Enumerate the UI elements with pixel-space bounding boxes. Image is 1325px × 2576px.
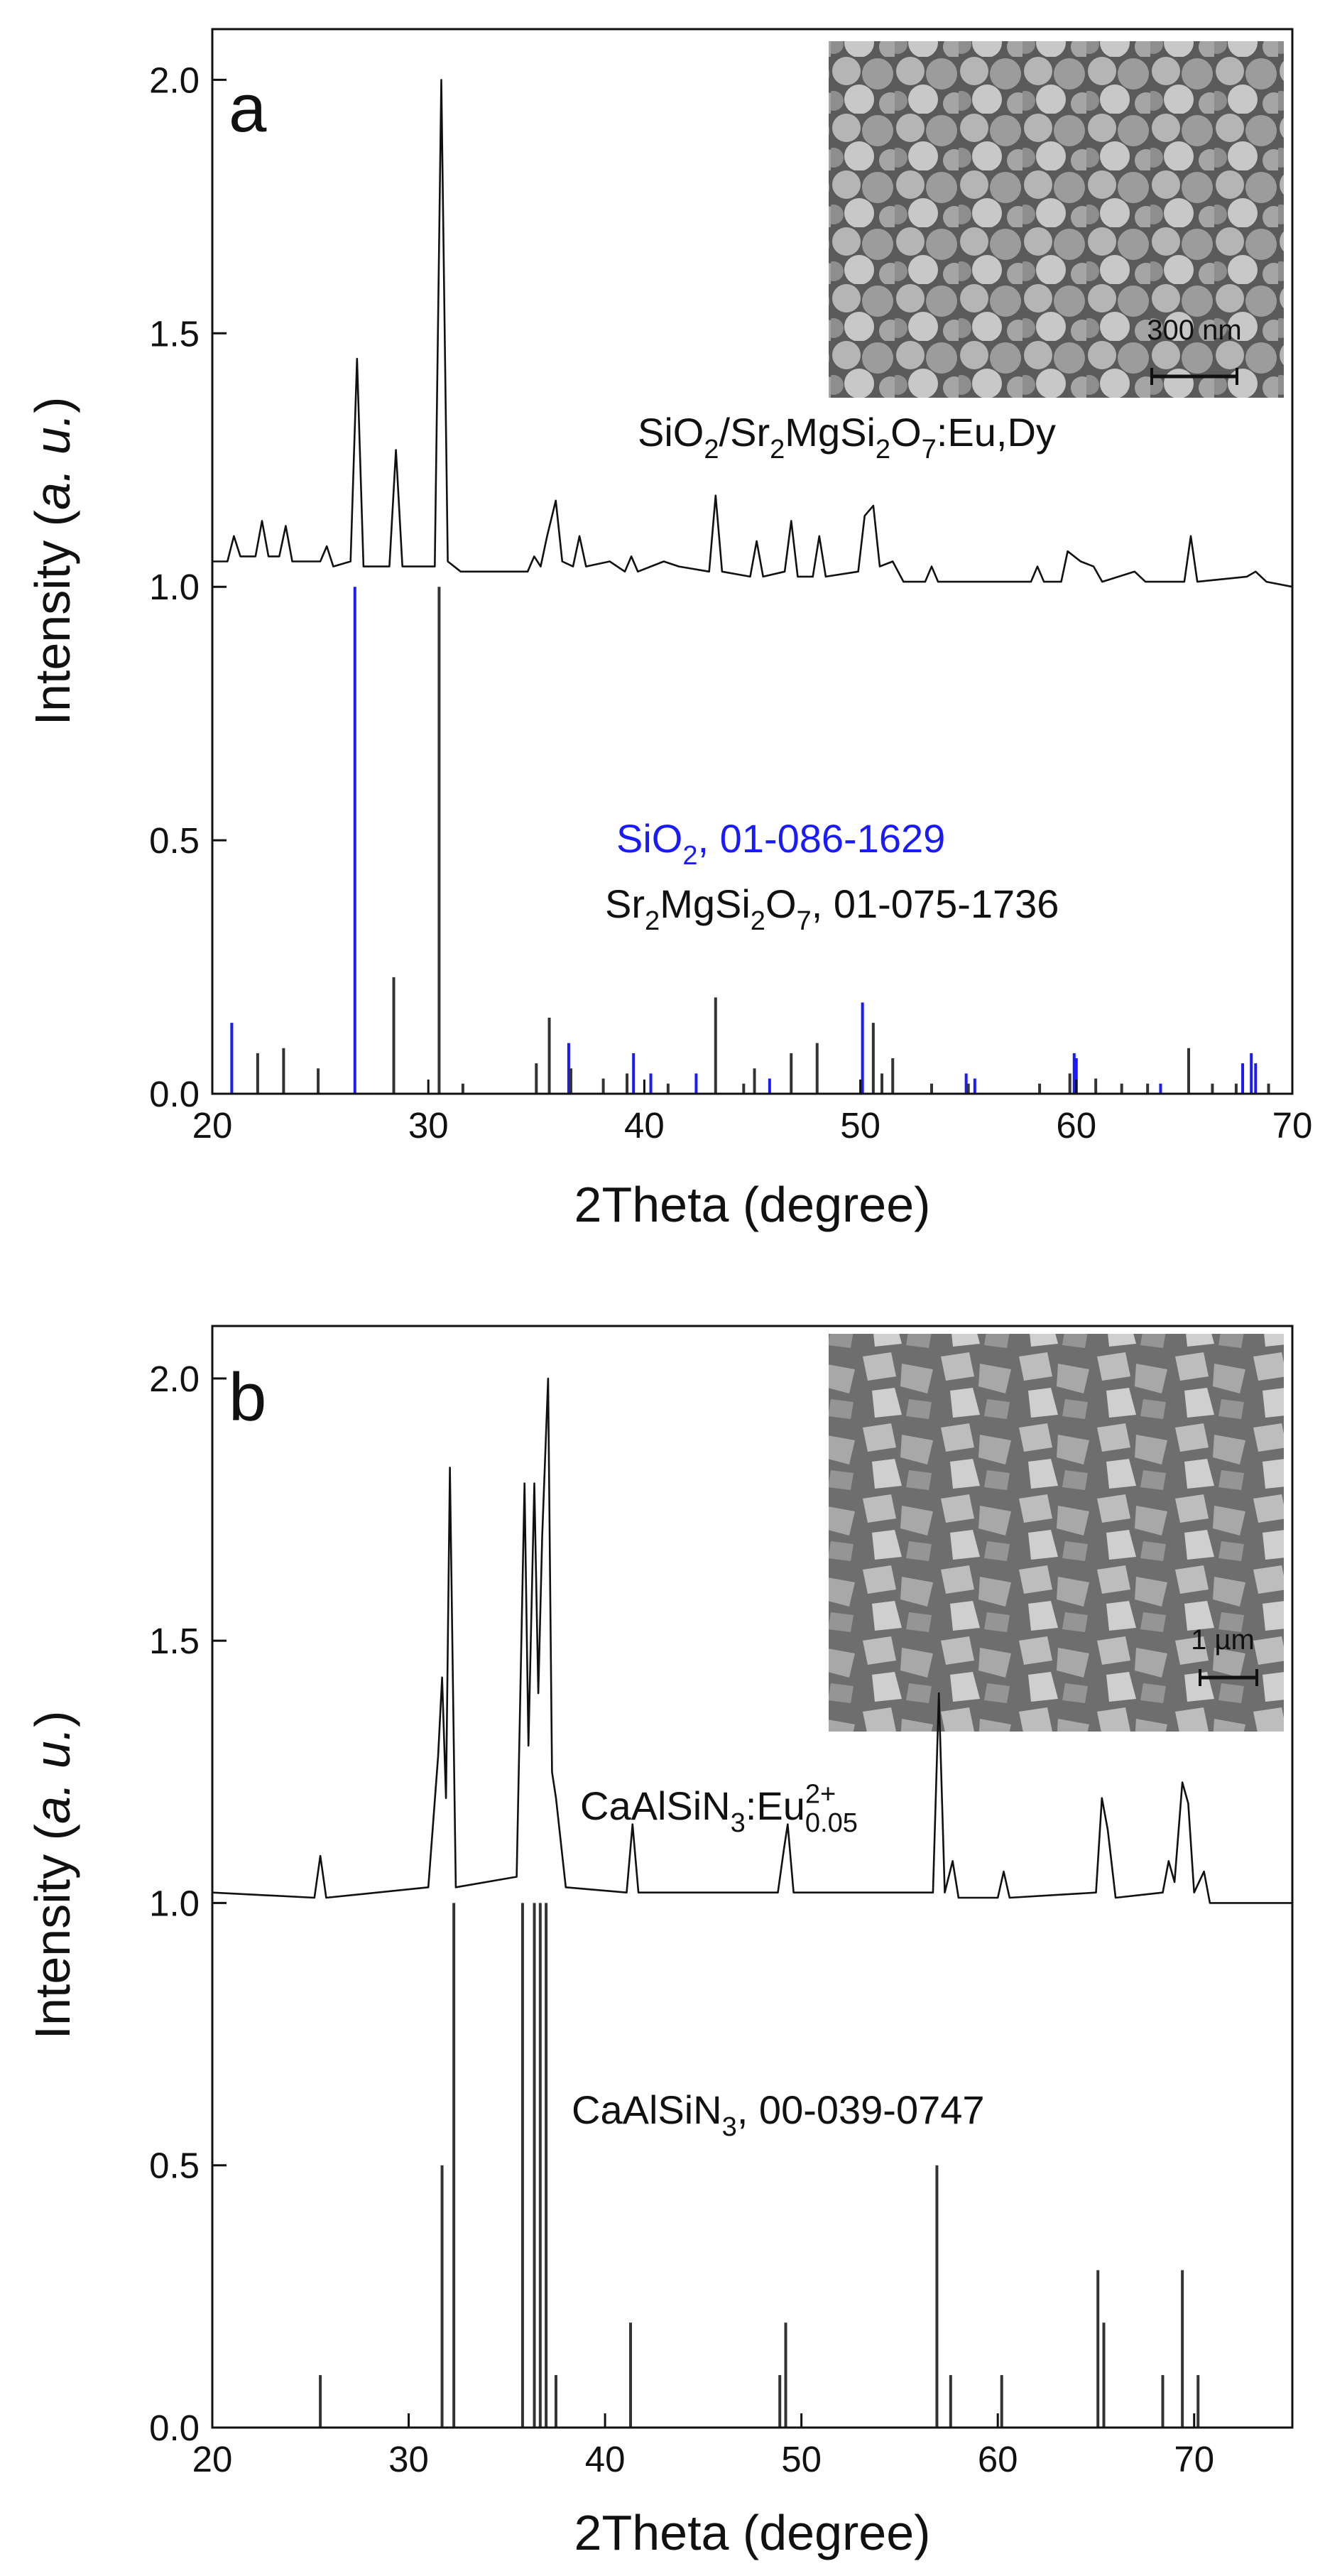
text-part: MgSi <box>785 410 876 455</box>
annotation: Sr2MgSi2O7, 01-075-1736 <box>605 881 1059 936</box>
text-part: , 01-086-1629 <box>698 816 946 861</box>
scale-bar-label: 1 µm <box>1191 1624 1255 1656</box>
scale-bar-label: 300 nm <box>1147 315 1241 346</box>
panel: 300 nm 20 30 40 50 60 70 0.0 0.5 1.0 1.5 2.0 2Theta … <box>25 28 1313 1232</box>
y-tick-label: 0.5 <box>149 820 200 861</box>
x-tick-label: 50 <box>840 1105 880 1146</box>
text-part: 2 <box>682 841 697 871</box>
x-tick-label: 20 <box>192 1105 233 1146</box>
text-part: a. u. <box>25 1727 80 1824</box>
x-tick-label: 30 <box>408 1105 449 1146</box>
x-tick-label: 60 <box>1056 1105 1096 1146</box>
text-part: MgSi <box>660 881 751 926</box>
y-tick-label: 1.0 <box>149 567 200 607</box>
x-tick-label: 50 <box>781 2439 822 2479</box>
text-part: ) <box>25 1711 80 1727</box>
text-part: :Eu,Dy <box>937 410 1056 455</box>
x-tick-label: 70 <box>1174 2439 1214 2479</box>
sem-inset <box>829 41 1284 398</box>
xrd-pattern <box>212 79 1293 588</box>
text-part: Intensity ( <box>25 1824 80 2039</box>
x-tick-label: 20 <box>192 2439 233 2479</box>
x-tick-label: 60 <box>978 2439 1018 2479</box>
y-tick-label: 2.0 <box>149 60 200 100</box>
annotation: SiO2/Sr2MgSi2O7:Eu,Dy <box>638 410 1056 464</box>
annotation: CaAlSiN3:Eu2+ 0.05 <box>580 1779 858 1837</box>
text-part: O <box>890 410 922 455</box>
text-part: Sr <box>605 881 645 926</box>
text-part: SiO <box>638 410 704 455</box>
text-part: SiO <box>616 816 682 861</box>
text-part: 2 <box>751 906 765 936</box>
text-part: 2Theta (degree) <box>574 2505 931 2560</box>
annotation: CaAlSiN3, 00-039-0747 <box>572 2087 985 2142</box>
y-tick-label: 0.5 <box>149 2146 200 2186</box>
text-part: 2+ <box>805 1779 836 1809</box>
text-part: 3 <box>722 2112 737 2142</box>
y-tick-label: 0.0 <box>149 1074 200 1114</box>
text-part: 2 <box>770 435 785 464</box>
text-part: , 01-075-1736 <box>812 881 1059 926</box>
text-part: :Eu <box>746 1783 805 1828</box>
text-part: Intensity ( <box>25 510 80 725</box>
x-axis-label: 2Theta (degree) <box>574 2505 931 2560</box>
text-part: ) <box>25 397 80 413</box>
x-tick-label: 70 <box>1272 1105 1313 1146</box>
text-part: , 00-039-0747 <box>737 2087 985 2132</box>
panel-label: a <box>229 70 267 146</box>
text-part: /Sr <box>719 410 770 455</box>
text-part: 3 <box>731 1808 746 1838</box>
text-part: 2 <box>876 435 890 464</box>
y-tick-label: 1.0 <box>149 1883 200 1923</box>
panel-label: b <box>229 1359 266 1435</box>
y-tick-label: 2.0 <box>149 1359 200 1399</box>
text-part: 0.05 <box>805 1808 858 1838</box>
plot-frame <box>211 28 1294 1095</box>
text-part: a. u. <box>25 413 80 510</box>
plot-frame <box>211 1325 1294 2429</box>
x-axis-label: 2Theta (degree) <box>574 1177 931 1232</box>
text-part: CaAlSiN <box>580 1783 731 1828</box>
annotation: SiO2, 01-086-1629 <box>616 816 945 871</box>
text-part: O <box>765 881 797 926</box>
x-tick-label: 40 <box>585 2439 626 2479</box>
y-tick-label: 1.5 <box>149 1621 200 1661</box>
text-part: 2 <box>645 906 660 936</box>
xrd-pattern <box>212 1377 1292 1904</box>
y-tick-label: 0.0 <box>149 2408 200 2448</box>
text-part: CaAlSiN <box>572 2087 722 2132</box>
text-part: 7 <box>797 906 812 936</box>
x-tick-label: 40 <box>624 1105 665 1146</box>
text-part: 2Theta (degree) <box>574 1177 931 1232</box>
panel: 1 µm 20 30 40 50 60 70 0.0 0.5 1.0 1.5 2.0 2Theta (d… <box>25 1325 1294 2560</box>
text-part: 7 <box>922 435 937 464</box>
y-tick-label: 1.5 <box>149 313 200 354</box>
y-axis-label: Intensity (a. u.) <box>25 1711 80 2040</box>
y-axis-label: Intensity (a. u.) <box>25 397 80 726</box>
sem-inset <box>829 1334 1284 1732</box>
text-part: 2 <box>704 435 719 464</box>
x-tick-label: 30 <box>388 2439 429 2479</box>
